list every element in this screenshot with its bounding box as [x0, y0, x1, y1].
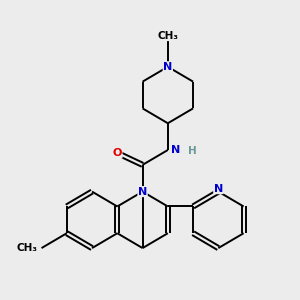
Text: N: N [138, 187, 147, 196]
Text: CH₃: CH₃ [16, 243, 37, 253]
Text: H: H [188, 146, 197, 157]
Text: CH₃: CH₃ [157, 31, 178, 40]
Text: N: N [171, 145, 180, 155]
Text: O: O [112, 148, 122, 158]
Text: N: N [214, 184, 223, 194]
Text: N: N [163, 62, 172, 72]
